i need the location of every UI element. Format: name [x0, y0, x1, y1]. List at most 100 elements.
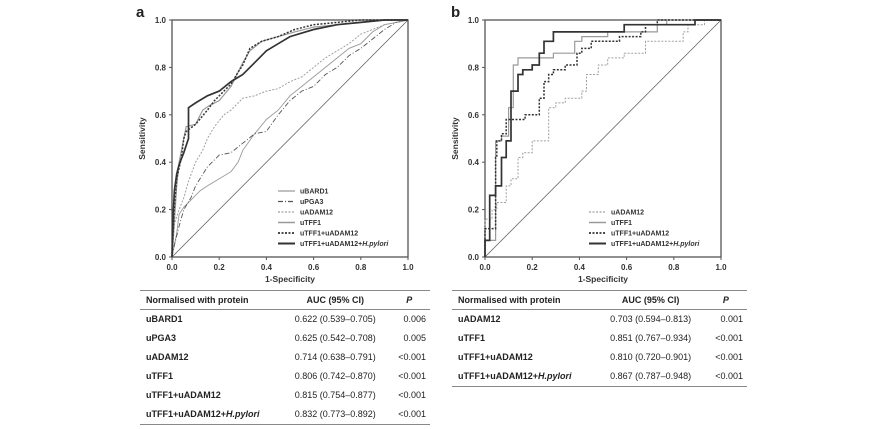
- row-auc: 0.622 (0.539–0.705): [294, 314, 376, 324]
- marker-name: uTFF1: [146, 371, 173, 381]
- table-row: uTFF1+uADAM12+H.pylori 0.832 (0.773–0.892…: [140, 405, 430, 425]
- reference-diagonal: [484, 19, 722, 258]
- legend-label: uTFF1+uADAM12+H.pylori: [300, 241, 389, 248]
- x-tick-label: 0.8: [668, 263, 680, 272]
- row-marker-name: uADAM12: [140, 348, 282, 367]
- plot-frame: [484, 19, 722, 258]
- y-tick-label: 1.0: [468, 16, 480, 25]
- row-p-value: <0.001: [398, 352, 426, 362]
- x-tick-label: 0.6: [621, 263, 633, 272]
- marker-name: uTFF1: [458, 333, 485, 343]
- marker-name-italic: H.pylori: [538, 371, 572, 381]
- table-row: uADAM12 0.714 (0.638–0.791) <0.001: [140, 348, 430, 367]
- roc-curve-ubard1: [171, 19, 409, 258]
- row-p-value: 0.006: [403, 314, 426, 324]
- roc-curve-uadam12: [484, 19, 721, 257]
- table-header-row: Normalised with protein AUC (95% CI) P: [452, 290, 747, 310]
- row-auc: 0.867 (0.787–0.948): [596, 367, 703, 387]
- table-row: uTFF1 0.851 (0.767–0.934) <0.001: [452, 329, 747, 348]
- roc-curve-utff1-uadam12: [484, 19, 721, 257]
- table-row: uTFF1+uADAM12+H.pylori 0.867 (0.787–0.948…: [452, 367, 747, 387]
- row-p-value: <0.001: [715, 333, 743, 343]
- x-tick-label: 0.4: [574, 263, 586, 272]
- row-marker-name: uPGA3: [140, 329, 282, 348]
- x-axis-title: 1-Specificity: [578, 274, 628, 284]
- y-tick-label: 0.6: [468, 111, 480, 120]
- table-row: uADAM12 0.703 (0.594–0.813) 0.001: [452, 310, 747, 330]
- row-marker-name: uTFF1+uADAM12+H.pylori: [452, 367, 597, 387]
- panel-a-label: a: [136, 4, 145, 21]
- x-tick-label: 0.0: [166, 263, 178, 272]
- row-marker-name: uTFF1: [452, 329, 596, 348]
- legend-label: uTFF1+uADAM12+H.pylori: [611, 241, 700, 248]
- row-auc: 0.703 (0.594–0.813): [610, 314, 692, 324]
- x-tick-label: 0.0: [479, 263, 491, 272]
- marker-name: uTFF1+uADAM12+: [146, 409, 227, 419]
- header-auc: AUC (95% CI): [596, 290, 703, 310]
- marker-name-italic: H.pylori: [226, 409, 260, 419]
- row-p-value: 0.001: [720, 314, 743, 324]
- x-tick-label: 0.6: [308, 263, 320, 272]
- y-tick-label: 0.4: [155, 158, 167, 167]
- row-p-value: <0.001: [386, 405, 430, 425]
- legend-label: uTFF1: [300, 220, 321, 227]
- x-axis-title: 1-Specificity: [265, 274, 315, 284]
- marker-name: uTFF1+uADAM12: [458, 352, 533, 362]
- y-axis-title: Sensitivity: [450, 117, 460, 160]
- marker-name: uPGA3: [146, 333, 177, 343]
- table-row: uTFF1+uADAM12 0.815 (0.754–0.877) <0.001: [140, 386, 430, 405]
- table-row: uTFF1+uADAM12 0.810 (0.720–0.901) <0.001: [452, 348, 747, 367]
- legend-label: uADAM12: [300, 210, 333, 217]
- x-tick-label: 0.8: [355, 263, 367, 272]
- y-tick-label: 0.2: [468, 206, 480, 215]
- y-tick-label: 0.4: [468, 158, 480, 167]
- header-auc: AUC (95% CI): [281, 290, 387, 310]
- reference-diagonal: [171, 19, 409, 258]
- header-p: P: [386, 290, 430, 310]
- row-p-value: 0.005: [403, 333, 426, 343]
- y-tick-label: 1.0: [155, 16, 167, 25]
- row-p-value: <0.001: [702, 367, 747, 387]
- y-tick-label: 0.0: [155, 253, 167, 262]
- x-tick-label: 0.2: [214, 263, 226, 272]
- auc-table-a: Normalised with protein AUC (95% CI) P u…: [140, 290, 430, 425]
- auc-table-b: Normalised with protein AUC (95% CI) P u…: [452, 290, 747, 387]
- row-auc: 0.810 (0.720–0.901): [610, 352, 692, 362]
- marker-name: uADAM12: [146, 352, 189, 362]
- roc-curve-utff1: [484, 19, 721, 257]
- row-auc: 0.625 (0.542–0.708): [294, 333, 376, 343]
- legend-label: uTFF1: [611, 220, 632, 227]
- row-auc: 0.851 (0.767–0.934): [610, 333, 692, 343]
- table-header-row: Normalised with protein AUC (95% CI) P: [140, 290, 430, 310]
- row-marker-name: uTFF1+uADAM12: [140, 386, 282, 405]
- row-auc: 0.815 (0.754–0.877): [294, 390, 376, 400]
- legend-label: uPGA3: [300, 199, 323, 206]
- marker-name: uTFF1+uADAM12: [146, 390, 221, 400]
- roc-chart-b: 0.0 0.2 0.4 0.6 0.8 1.0 0.0 0.2 0.4 0.6 0.8 1.0 1-Sp…: [450, 16, 727, 284]
- roc-chart-a: 0.0 0.2 0.4 0.6 0.8 1.0 0.0 0.2 0.4 0.6 0.8 1.0 1-Sp…: [137, 16, 414, 284]
- row-marker-name: uTFF1: [140, 367, 282, 386]
- table-row: uTFF1 0.806 (0.742–0.870) <0.001: [140, 367, 430, 386]
- table-row: uPGA3 0.625 (0.542–0.708) 0.005: [140, 329, 430, 348]
- x-tick-label: 1.0: [715, 263, 727, 272]
- header-protein: Normalised with protein: [140, 290, 282, 310]
- row-p-value: <0.001: [398, 390, 426, 400]
- header-protein: Normalised with protein: [452, 290, 597, 310]
- panel-b-label: b: [451, 4, 461, 21]
- row-marker-name: uTFF1+uADAM12+H.pylori: [140, 405, 282, 425]
- legend-label: uBARD1: [300, 189, 328, 196]
- marker-name: uTFF1+uADAM12+: [458, 371, 539, 381]
- roc-curve-uadam12: [171, 19, 409, 258]
- roc-curve-utff1-uadam12: [171, 19, 408, 258]
- y-tick-label: 0.8: [155, 63, 167, 72]
- header-p: P: [702, 290, 747, 310]
- roc-curve-utff1-uadam12-h-pylori: [484, 19, 721, 257]
- y-tick-label: 0.2: [155, 206, 167, 215]
- y-axis-title: Sensitivity: [137, 117, 147, 160]
- row-marker-name: uTFF1+uADAM12: [452, 348, 596, 367]
- roc-curve-upga3: [171, 19, 409, 258]
- y-tick-label: 0.0: [468, 253, 480, 262]
- legend-label: uTFF1+uADAM12: [611, 231, 669, 238]
- y-tick-label: 0.8: [468, 63, 480, 72]
- marker-name: uADAM12: [458, 314, 501, 324]
